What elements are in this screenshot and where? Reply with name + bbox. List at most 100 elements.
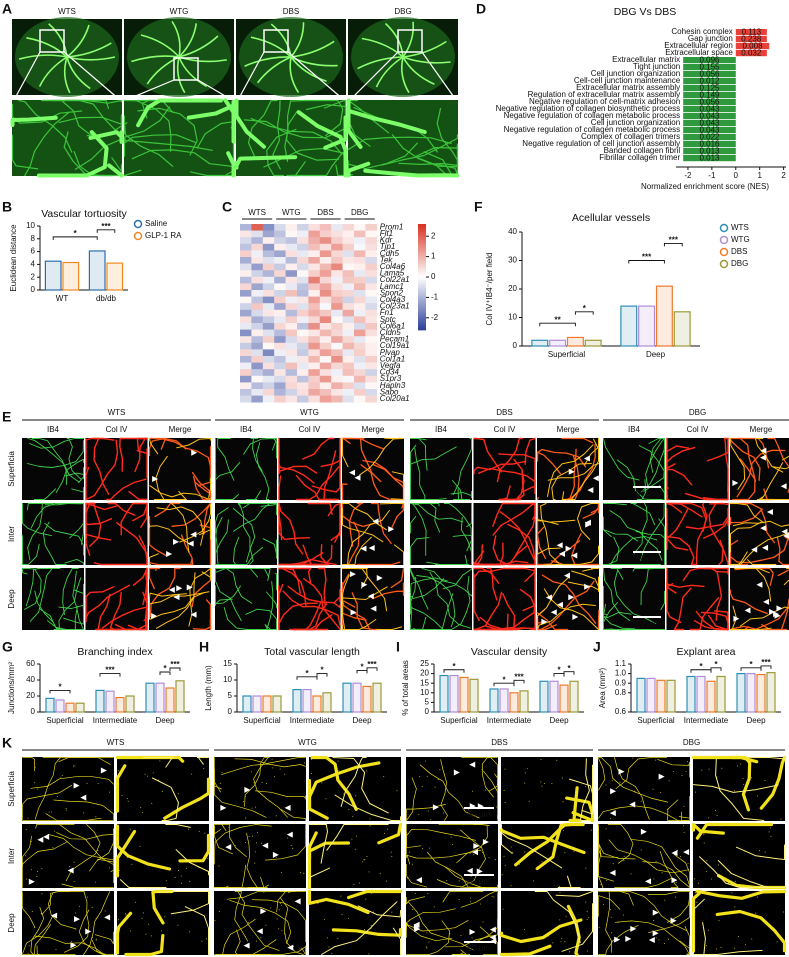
vessel [406, 864, 428, 888]
speckle [263, 891, 265, 893]
speckle [426, 932, 428, 934]
vessel [729, 508, 763, 525]
speckle [337, 938, 339, 940]
micrograph [22, 757, 114, 821]
speckle [25, 829, 27, 831]
speckle [696, 901, 698, 903]
group-label: DBG [683, 738, 700, 747]
colorbar-step [418, 314, 426, 318]
significance-bracket [628, 260, 665, 264]
bar [683, 127, 736, 134]
vessel [274, 573, 277, 591]
heatmap-cell [365, 356, 378, 363]
heatmap-cell [342, 316, 355, 324]
category-label: Extracellular space [665, 48, 733, 57]
speckle [744, 943, 746, 945]
arrow-marker [760, 454, 767, 461]
significance-label: *** [514, 672, 524, 681]
heatmap-cell [297, 349, 309, 357]
arrow-marker [80, 794, 87, 801]
vessel [454, 488, 471, 500]
speckle [600, 884, 602, 886]
heatmap-cell [274, 276, 286, 284]
speckle [433, 906, 435, 908]
heatmap-cell [297, 336, 309, 344]
vessel [421, 568, 472, 597]
arrow-marker [166, 551, 173, 558]
fdr-label: 0.238 [741, 35, 762, 44]
panel-label: I [396, 639, 400, 655]
arrow-marker [587, 487, 594, 494]
significance-bracket [663, 242, 683, 247]
speckle [759, 850, 761, 852]
y-tick-label: 5 [228, 691, 233, 700]
bar [45, 697, 55, 713]
channel-label: Merge [750, 425, 773, 434]
arrow-marker [100, 767, 107, 774]
fundus-vessel [290, 22, 305, 58]
arrow-marker [473, 843, 480, 850]
heatmap-cell [274, 395, 286, 403]
speckle [659, 792, 661, 794]
bar [683, 141, 736, 148]
heatmap-cell [262, 224, 275, 231]
vessel [481, 757, 498, 798]
fundus-vessel [178, 35, 219, 58]
heatmap-cell [342, 283, 355, 291]
row-label: Flt1 [380, 229, 393, 238]
heatmap-cell [262, 309, 275, 317]
speckle [279, 768, 281, 770]
arrow-marker [176, 585, 183, 592]
fdr-label: 0.113 [742, 28, 762, 37]
arrow-marker [565, 545, 572, 552]
colorbar-step [418, 319, 426, 323]
y-tick-label: 8 [31, 234, 36, 243]
speckle [140, 807, 142, 809]
vessel [450, 490, 472, 499]
vessel [276, 891, 287, 913]
row-label: Col4a3 [380, 295, 406, 304]
speckle [97, 849, 99, 851]
y-tick-label: 0.6 [615, 707, 627, 716]
colorbar-step [418, 279, 426, 283]
vessel [473, 437, 502, 473]
speckle [34, 782, 36, 784]
heatmap-cell [331, 263, 343, 271]
speckle [165, 880, 167, 882]
vessel [83, 891, 111, 956]
bar [106, 262, 124, 291]
bar [566, 336, 584, 347]
vessel [95, 593, 111, 631]
vessel [120, 502, 148, 536]
group-label: WTG [282, 208, 301, 217]
vessel [729, 502, 776, 544]
heatmap-cell [251, 270, 264, 278]
vessel [570, 438, 599, 500]
heatmap-cell [319, 316, 332, 324]
arrow-marker [220, 804, 227, 811]
vessel [97, 840, 114, 866]
vessel [136, 448, 148, 478]
row-label: Sabo [380, 387, 399, 396]
vessel [566, 904, 581, 957]
heatmap-cell [308, 290, 321, 297]
y-tick-label: 40 [508, 227, 517, 236]
vessel [215, 494, 239, 500]
category-label: Gap junction [688, 34, 733, 43]
vessel [229, 899, 292, 944]
vessel [342, 568, 388, 612]
vessel [376, 626, 403, 630]
heatmap-cell [354, 362, 366, 370]
vessel [71, 486, 84, 500]
chart-title: Acellular vessels [572, 212, 650, 224]
category-label: Extracellular matrix [612, 55, 680, 64]
heatmap-cell [342, 389, 355, 396]
bar [75, 702, 85, 713]
heatmap-cell [251, 309, 264, 317]
heatmap-cell [262, 382, 275, 390]
heatmap-cell [297, 224, 309, 231]
vessel [144, 567, 148, 630]
significance-bracket [740, 667, 762, 671]
vessel [577, 503, 599, 540]
micrograph [85, 503, 148, 565]
